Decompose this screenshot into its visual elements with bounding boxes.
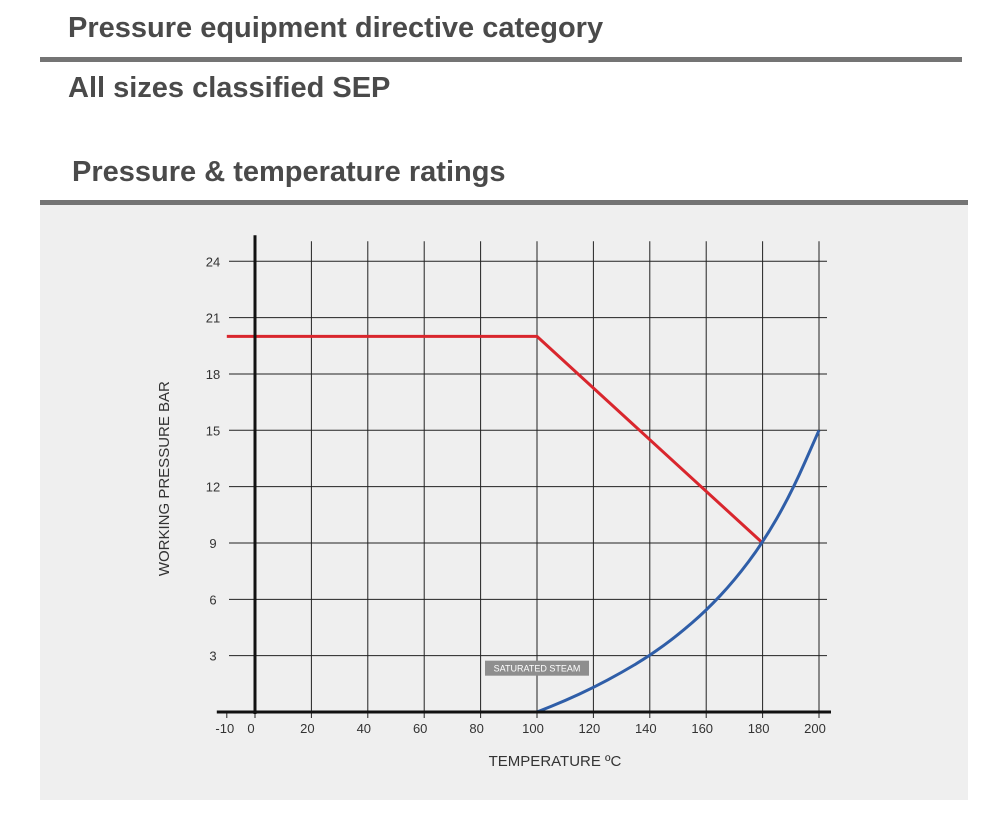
chart-grid — [226, 241, 827, 718]
x-tick-label: 180 — [748, 721, 770, 736]
y-tick-label: 24 — [206, 254, 220, 269]
x-tick-label: 20 — [300, 721, 314, 736]
saturated-steam-curve — [536, 429, 821, 714]
x-tick-label: 140 — [635, 721, 657, 736]
y-tick-label: 12 — [206, 480, 220, 495]
y-axis-title: WORKING PRESSURE BAR — [156, 381, 173, 576]
y-tick-label: 3 — [209, 649, 216, 664]
y-tick-label: 18 — [206, 367, 220, 382]
x-tick-label: 100 — [522, 721, 544, 736]
pressure-equipment-directive-heading: Pressure equipment directive category — [68, 12, 604, 44]
chart-panel: SATURATED STEAM 3 6 9 12 15 18 21 24 -10 0 20 40 60 80… — [40, 205, 968, 800]
pressure-rating-line — [226, 334, 764, 545]
x-tick-label: 160 — [691, 721, 713, 736]
saturated-steam-label-box — [485, 660, 589, 676]
pressure-temperature-ratings-heading: Pressure & temperature ratings — [72, 156, 506, 188]
y-tick-label: 6 — [209, 592, 216, 607]
x-tick-label: 120 — [579, 721, 601, 736]
x-tick-label: 200 — [804, 721, 826, 736]
y-tick-label: 21 — [206, 311, 220, 326]
chart-series — [226, 334, 821, 714]
pressure-temperature-chart: SATURATED STEAM 3 6 9 12 15 18 21 24 -10 0 20 40 60 80… — [156, 235, 831, 770]
x-axis-title: TEMPERATURE ºC — [489, 753, 622, 770]
section-divider — [40, 57, 962, 62]
x-tick-label: 80 — [469, 721, 483, 736]
y-tick-label: 9 — [209, 536, 216, 551]
x-tick-label: 40 — [357, 721, 371, 736]
section-divider — [40, 200, 968, 205]
y-tick-label: 15 — [206, 423, 220, 438]
x-tick-label: 0 — [247, 721, 254, 736]
chart-labels: SATURATED STEAM 3 6 9 12 15 18 21 24 -10 0 20 40 60 80… — [156, 254, 826, 770]
saturated-steam-label: SATURATED STEAM — [494, 664, 581, 674]
x-tick-label: -10 — [215, 721, 234, 736]
x-tick-label: 60 — [413, 721, 427, 736]
sep-classification-text: All sizes classified SEP — [68, 72, 391, 104]
chart-axes — [216, 235, 831, 714]
